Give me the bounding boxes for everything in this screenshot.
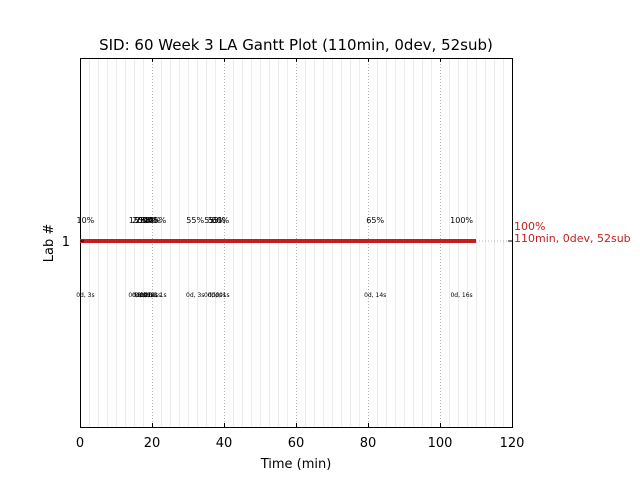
milestone-percent: 30% bbox=[138, 216, 156, 225]
milestone-detail: 0d, 0s bbox=[208, 292, 226, 299]
milestone-detail: 0d, 1s bbox=[148, 292, 166, 299]
milestone-percent: 45% bbox=[149, 216, 167, 225]
y-axis-label: Lab # bbox=[42, 224, 57, 263]
milestone-detail: 0d, 3s bbox=[76, 292, 94, 299]
milestone-percent: 65% bbox=[366, 216, 384, 225]
gantt-bars: 100%110min, 0dev, 52sub bbox=[80, 220, 631, 245]
x-tick-label: 60 bbox=[288, 436, 305, 451]
milestone-detail: 0d, 0s bbox=[128, 292, 146, 299]
y-axis-ticks: 1 bbox=[62, 235, 512, 250]
x-tick-label: 20 bbox=[144, 436, 161, 451]
milestone-labels: 10% 0d, 3s 15% 0d, 0s 20% 0d, 0s 25% 0d, 0s 30% 0… bbox=[76, 216, 473, 299]
x-tick-label: 100 bbox=[428, 436, 453, 451]
milestone-percent: 60% bbox=[212, 216, 230, 225]
milestone-percent: 55% bbox=[186, 216, 204, 225]
milestone-detail: 0d, 14s bbox=[364, 292, 386, 299]
x-tick-label: 0 bbox=[76, 436, 84, 451]
bar-end-summary: 110min, 0dev, 52sub bbox=[514, 232, 631, 245]
x-axis-label: Time (min) bbox=[260, 457, 332, 472]
milestone-percent: 15% bbox=[129, 216, 147, 225]
chart-title: SID: 60 Week 3 LA Gantt Plot (110min, 0d… bbox=[99, 36, 493, 54]
milestone-detail: 0d, 0s bbox=[135, 292, 153, 299]
milestone-percent: 35% bbox=[140, 216, 158, 225]
milestone-detail: 0d, 0s bbox=[132, 292, 150, 299]
milestone-detail: 0d, 1s bbox=[140, 292, 158, 299]
x-tick-label: 120 bbox=[500, 436, 525, 451]
milestone-detail: 0d, 0s bbox=[204, 292, 222, 299]
milestone-percent: 100% bbox=[450, 216, 473, 225]
row-label: 1 bbox=[62, 235, 70, 250]
milestone-percent: 55% bbox=[208, 216, 226, 225]
milestone-detail: 0d, 1s bbox=[211, 292, 229, 299]
milestone-detail: 0d, 1s bbox=[143, 292, 161, 299]
milestone-detail: 0d, 16s bbox=[450, 292, 472, 299]
milestone-detail: 0d, 0s bbox=[137, 292, 155, 299]
x-axis-ticks: 0 20 40 60 80 100 120 bbox=[76, 58, 525, 451]
bar-end-percent: 100% bbox=[514, 220, 545, 233]
milestone-percent: 55% bbox=[204, 216, 222, 225]
x-tick-label: 40 bbox=[216, 436, 233, 451]
milestone-percent: 25% bbox=[135, 216, 153, 225]
milestone-percent: 40% bbox=[143, 216, 161, 225]
milestone-percent: 10% bbox=[77, 216, 95, 225]
x-tick-label: 80 bbox=[360, 436, 377, 451]
milestone-percent: 20% bbox=[132, 216, 150, 225]
milestone-detail: 0d, 3s bbox=[186, 292, 204, 299]
